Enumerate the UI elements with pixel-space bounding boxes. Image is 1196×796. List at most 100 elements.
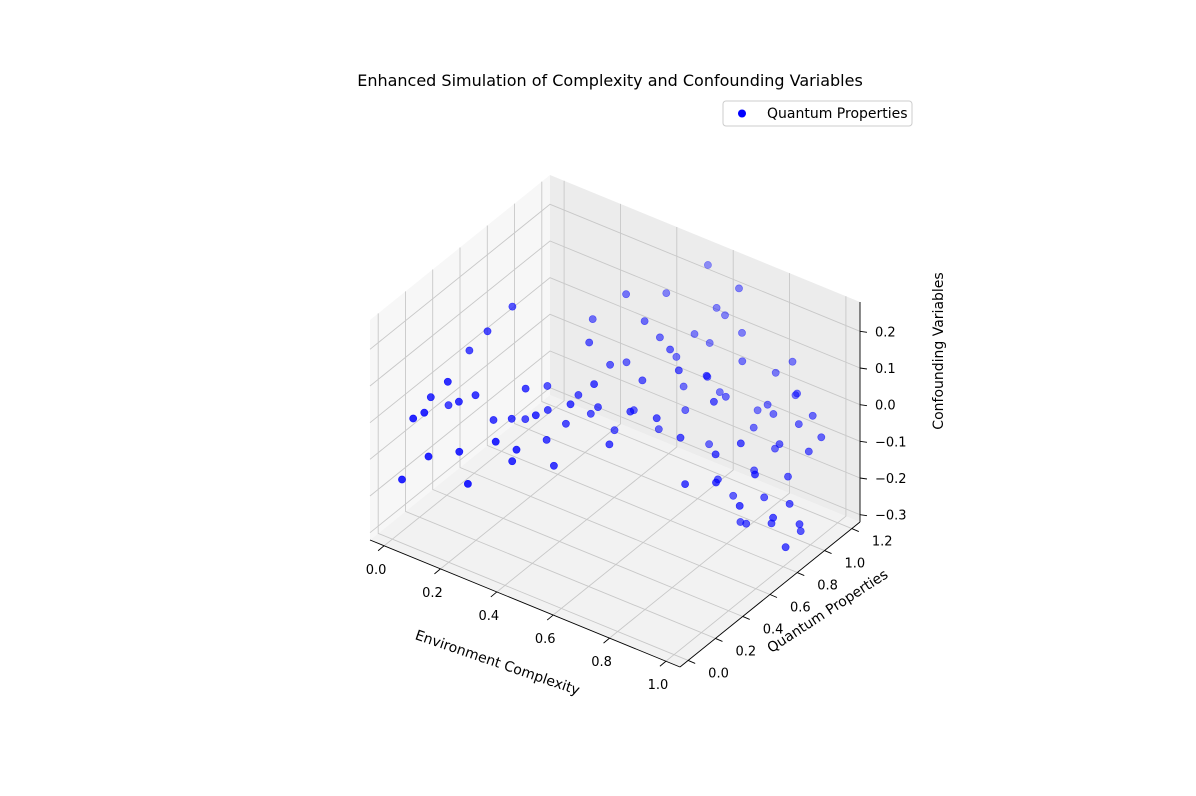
y-tick <box>851 528 859 533</box>
data-point <box>610 426 619 435</box>
data-point <box>640 317 649 325</box>
y-tick <box>715 638 723 642</box>
data-point <box>662 289 671 297</box>
data-point <box>550 461 558 470</box>
data-point <box>715 388 724 396</box>
legend-marker <box>738 109 746 118</box>
data-point <box>711 450 720 459</box>
y-tick <box>769 594 778 598</box>
z-tick-label: 0.2 <box>875 325 896 340</box>
legend: Quantum Properties <box>722 100 913 127</box>
data-point <box>721 392 730 401</box>
chart-title: Enhanced Simulation of Complexity and Co… <box>357 71 863 90</box>
data-point <box>424 452 433 461</box>
data-point <box>585 338 594 347</box>
data-point <box>590 380 598 388</box>
grid-line-y <box>514 203 825 552</box>
data-point <box>622 290 630 299</box>
data-point <box>508 457 517 466</box>
data-point <box>507 414 516 423</box>
grid-line-x <box>496 227 678 593</box>
grid-lines <box>369 180 861 662</box>
data-point <box>491 437 500 446</box>
grid-line-y <box>377 313 689 661</box>
z-tick <box>859 330 868 333</box>
grid-line-z <box>369 203 861 350</box>
data-point <box>454 397 463 406</box>
y-tick-label: 1.2 <box>872 535 893 550</box>
grid-line-x <box>440 203 621 570</box>
data-point <box>763 400 772 409</box>
data-point <box>784 472 792 481</box>
data-point <box>622 358 631 367</box>
x-axis-label: Environment Complexity <box>413 628 582 699</box>
data-point <box>674 366 683 375</box>
data-point <box>712 478 720 487</box>
data-point <box>795 520 804 529</box>
grid-line-y <box>541 181 852 530</box>
grid-line-y <box>405 291 716 639</box>
data-point <box>729 491 738 500</box>
y-tick-label: 0.2 <box>735 644 756 659</box>
data-point <box>594 403 602 411</box>
x-tick-label: 0.0 <box>366 563 387 578</box>
data-point <box>638 376 647 385</box>
data-point <box>681 480 689 488</box>
z-tick-label: −0.2 <box>875 472 907 487</box>
data-point <box>588 315 597 323</box>
grid-line-y <box>486 225 798 573</box>
data-point <box>760 493 769 502</box>
data-point <box>681 406 690 414</box>
data-point <box>710 397 718 406</box>
y-tick-label: 0.4 <box>763 622 784 637</box>
y-tick-label: 0.6 <box>790 601 811 616</box>
x-tick <box>659 660 667 667</box>
z-axis-label: Confounding Variables <box>931 272 947 429</box>
data-point <box>788 357 797 366</box>
data-point <box>652 414 661 423</box>
x-tick-label: 0.8 <box>591 655 612 670</box>
data-point <box>793 389 801 398</box>
data-point <box>455 447 464 456</box>
data-point <box>796 527 805 535</box>
z-tick <box>859 477 868 480</box>
data-point <box>471 391 480 400</box>
grid-line-y <box>459 247 771 595</box>
z-tick-label: 0.1 <box>875 362 896 377</box>
data-point <box>542 435 551 444</box>
legend-box <box>722 100 913 127</box>
data-point <box>666 345 674 354</box>
data-point <box>679 382 688 391</box>
z-tick-label: −0.1 <box>875 435 907 450</box>
z-tick <box>859 367 868 370</box>
data-point <box>676 433 685 442</box>
data-point <box>566 400 575 409</box>
z-tick <box>859 404 868 407</box>
data-point <box>426 393 435 402</box>
data-point <box>769 513 777 522</box>
data-point <box>574 391 583 399</box>
data-point <box>512 445 521 454</box>
grid-line-y <box>432 269 743 617</box>
y-tick-label: 1.0 <box>845 557 866 572</box>
data-point <box>705 339 714 347</box>
data-points <box>398 261 826 552</box>
y-tick <box>824 550 832 554</box>
data-point <box>775 440 784 448</box>
x-tick <box>434 568 441 575</box>
data-point <box>605 440 614 449</box>
grid-line-x <box>665 296 847 662</box>
data-point <box>817 433 826 442</box>
data-point <box>531 411 540 420</box>
data-point <box>398 475 406 484</box>
data-point <box>690 330 699 338</box>
data-point <box>742 519 751 528</box>
data-point <box>781 543 790 552</box>
data-point <box>794 420 803 428</box>
data-point <box>626 407 635 416</box>
data-point <box>463 479 472 488</box>
y-tick <box>742 616 750 620</box>
data-point <box>769 410 778 418</box>
data-point <box>465 346 474 355</box>
